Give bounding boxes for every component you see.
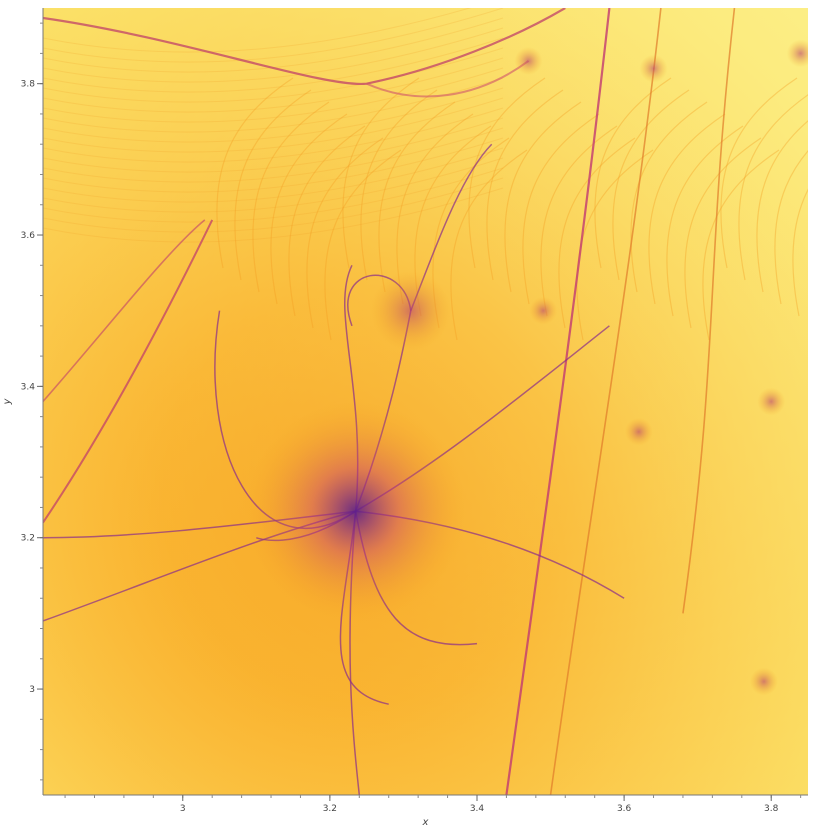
- focal-glow: [245, 401, 466, 622]
- streak-line: [43, 47, 504, 103]
- y-tick-label: 3: [29, 685, 35, 695]
- x-tick-label: 3.4: [470, 804, 485, 814]
- secondary-glow: [370, 270, 451, 351]
- streak-line: [360, 89, 438, 281]
- left-diagonal-curve: [43, 219, 206, 403]
- streak-line: [720, 77, 798, 269]
- density-spot: [514, 46, 543, 75]
- x-tick-label: 3.2: [323, 804, 337, 814]
- plot-area: [43, 8, 832, 795]
- streak-line: [43, 157, 504, 213]
- heatmap-bright-region: [43, 8, 808, 795]
- y-axis-label: y: [2, 397, 13, 405]
- streak-line: [612, 89, 690, 281]
- streak-line: [648, 113, 726, 305]
- streak-line: [43, 147, 504, 203]
- density-spot: [639, 54, 668, 83]
- streak-line: [43, 67, 504, 123]
- streak-line: [468, 77, 546, 269]
- streak-line: [270, 113, 348, 305]
- density-spot: [529, 296, 558, 325]
- streak-line: [576, 149, 654, 341]
- streak-line: [252, 101, 330, 293]
- streak-line: [558, 137, 636, 329]
- streak-line: [504, 101, 582, 293]
- streak-line: [396, 113, 474, 305]
- y-tick-label: 3.2: [21, 534, 35, 544]
- streak-line: [43, 177, 504, 233]
- streak-line: [43, 87, 504, 143]
- x-tick-label: 3.8: [764, 804, 779, 814]
- streak-line: [43, 167, 504, 223]
- streak-line: [811, 138, 832, 328]
- streak-line: [43, 117, 504, 173]
- streak-line: [43, 97, 504, 153]
- density-spot: [757, 387, 786, 416]
- streak-line: [756, 120, 808, 293]
- streak-line: [774, 150, 808, 305]
- streak-line: [43, 107, 504, 163]
- streak-line: [684, 137, 762, 329]
- y-tick-label: 3.8: [21, 80, 36, 90]
- x-tick-label: 3: [180, 804, 186, 814]
- streak-line: [522, 113, 600, 305]
- x-tick-label: 3.6: [617, 804, 632, 814]
- streak-line: [43, 137, 504, 193]
- streak-line: [792, 188, 808, 317]
- streak-line: [540, 125, 618, 317]
- streak-line: [216, 77, 294, 269]
- y-tick-label: 3.6: [21, 231, 36, 241]
- streak-line: [306, 137, 384, 329]
- heatmap-streaks: [43, 8, 832, 341]
- streak-line: [450, 149, 528, 341]
- top-curve-branch: [366, 60, 530, 98]
- streak-line: [738, 94, 808, 281]
- y-tick-label: 3.4: [21, 382, 36, 392]
- streak-line: [378, 101, 456, 293]
- streak-line: [43, 27, 504, 83]
- streak-line: [288, 125, 366, 317]
- axes: 3 3.2 3.4 3.6 3.8 3 3.2 3.4 3.6 3.8: [21, 8, 808, 814]
- streak-line: [702, 149, 780, 341]
- density-spot: [624, 417, 653, 446]
- streak-line: [43, 37, 504, 93]
- streak-line: [43, 187, 504, 243]
- diagonal-curve: [682, 8, 736, 614]
- streak-line: [234, 89, 312, 281]
- streak-line: [43, 127, 504, 183]
- density-spot: [749, 667, 778, 696]
- streak-line: [324, 149, 402, 341]
- streak-line: [486, 89, 564, 281]
- streak-line: [594, 77, 672, 269]
- streak-line: [43, 8, 504, 63]
- streak-line: [43, 57, 504, 113]
- density-spot: [786, 39, 808, 68]
- diagonal-curve: [549, 8, 662, 795]
- heatmap-spots: [245, 39, 808, 696]
- streak-line: [630, 101, 708, 293]
- diagonal-curve: [505, 8, 611, 795]
- x-axis-label: x: [422, 817, 429, 828]
- streak-line: [43, 8, 472, 53]
- top-curve: [43, 8, 566, 86]
- left-diagonal-curve: [43, 219, 214, 524]
